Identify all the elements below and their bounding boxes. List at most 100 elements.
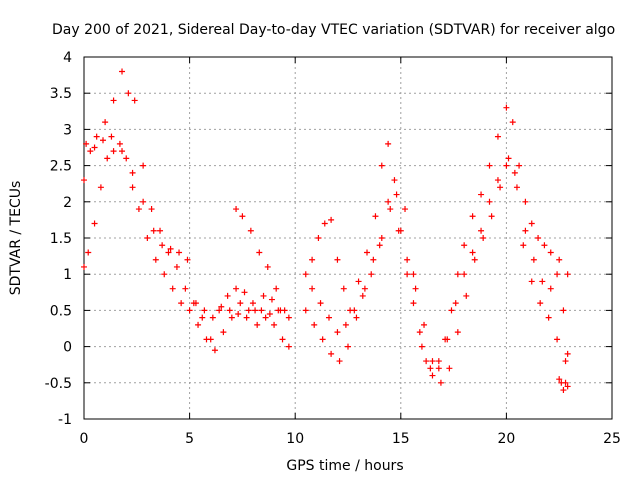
data-point xyxy=(560,307,567,314)
data-point xyxy=(522,198,529,205)
data-point xyxy=(85,249,92,256)
data-point xyxy=(446,365,453,372)
data-point xyxy=(513,184,520,191)
data-point xyxy=(556,256,563,263)
y-tick-label: 1.5 xyxy=(50,231,72,247)
x-tick-label: 0 xyxy=(80,431,89,447)
data-point xyxy=(355,278,362,285)
data-point xyxy=(226,307,233,314)
data-point xyxy=(102,119,109,126)
data-point xyxy=(135,206,142,213)
data-point xyxy=(378,235,385,241)
data-point xyxy=(81,263,87,270)
data-point xyxy=(497,184,504,191)
data-point xyxy=(218,303,225,310)
data-point xyxy=(395,227,402,234)
data-point xyxy=(539,278,546,285)
data-point xyxy=(201,307,208,314)
data-point xyxy=(328,350,335,357)
data-point xyxy=(148,206,155,213)
data-point xyxy=(167,245,174,252)
data-point xyxy=(256,249,263,256)
data-point xyxy=(494,177,501,184)
data-point xyxy=(150,227,157,234)
data-point xyxy=(285,314,292,321)
data-point xyxy=(478,191,485,198)
series-track-c xyxy=(83,133,284,321)
data-point xyxy=(554,336,561,343)
data-point xyxy=(271,321,278,328)
series-track-h xyxy=(556,376,571,394)
data-point xyxy=(159,242,166,249)
data-point xyxy=(378,162,385,169)
data-point xyxy=(104,155,111,162)
data-point xyxy=(469,213,476,220)
data-point xyxy=(554,271,561,278)
data-point xyxy=(545,314,552,321)
x-axis-title: GPS time / hours xyxy=(286,458,403,474)
data-point xyxy=(97,184,104,191)
data-point xyxy=(530,256,537,263)
data-point xyxy=(564,383,571,390)
data-point xyxy=(273,285,280,292)
data-point xyxy=(511,169,518,176)
data-point xyxy=(488,213,495,220)
y-tick-label: 3 xyxy=(63,122,72,138)
data-point xyxy=(522,227,529,234)
y-tick-label: -1 xyxy=(58,412,72,428)
data-marks xyxy=(81,68,571,394)
data-point xyxy=(480,235,487,241)
data-point xyxy=(91,144,98,151)
data-point xyxy=(173,263,180,270)
data-point xyxy=(262,314,269,321)
data-point xyxy=(91,220,98,227)
y-tick-label: -0.5 xyxy=(45,376,72,392)
y-tick-label: 2.5 xyxy=(50,159,72,175)
data-point xyxy=(418,343,425,350)
data-point xyxy=(321,220,328,227)
data-point xyxy=(560,387,567,394)
data-point xyxy=(461,242,468,249)
data-point xyxy=(182,285,189,292)
data-point xyxy=(528,278,535,285)
grid xyxy=(84,57,612,419)
data-point xyxy=(564,271,571,278)
data-point xyxy=(119,68,126,75)
data-point xyxy=(376,242,383,249)
data-point xyxy=(452,300,459,307)
data-point xyxy=(235,311,242,318)
data-point xyxy=(184,256,191,263)
data-point xyxy=(353,314,360,321)
series-track-g xyxy=(309,162,569,372)
data-point xyxy=(393,191,400,198)
data-point xyxy=(385,140,392,147)
data-point xyxy=(317,300,324,307)
data-point xyxy=(416,329,423,336)
series-track-a xyxy=(81,68,292,343)
data-point xyxy=(216,307,223,314)
x-tick-label: 10 xyxy=(286,431,304,447)
data-point xyxy=(165,249,172,256)
data-point xyxy=(469,249,476,256)
data-point xyxy=(241,289,248,296)
axis-ticks: 0 5 10 15 20 25 -1 -0.5 0 0.5 1 1.5 2 2.5 3 3.5 4 xyxy=(45,50,621,447)
data-point xyxy=(541,242,548,249)
data-point xyxy=(444,336,451,343)
data-point xyxy=(345,343,351,350)
data-point xyxy=(404,256,411,263)
data-point xyxy=(199,314,206,321)
data-point xyxy=(129,184,136,191)
data-point xyxy=(486,198,493,205)
plot-frame xyxy=(83,56,613,420)
data-point xyxy=(562,379,569,386)
data-point xyxy=(315,235,322,241)
data-point xyxy=(268,296,275,303)
data-point xyxy=(254,321,261,328)
data-point xyxy=(264,263,271,270)
data-point xyxy=(279,336,286,343)
data-point xyxy=(152,256,159,263)
data-point xyxy=(334,256,341,263)
data-point xyxy=(429,358,436,365)
data-point xyxy=(247,227,254,234)
data-point xyxy=(564,350,571,357)
